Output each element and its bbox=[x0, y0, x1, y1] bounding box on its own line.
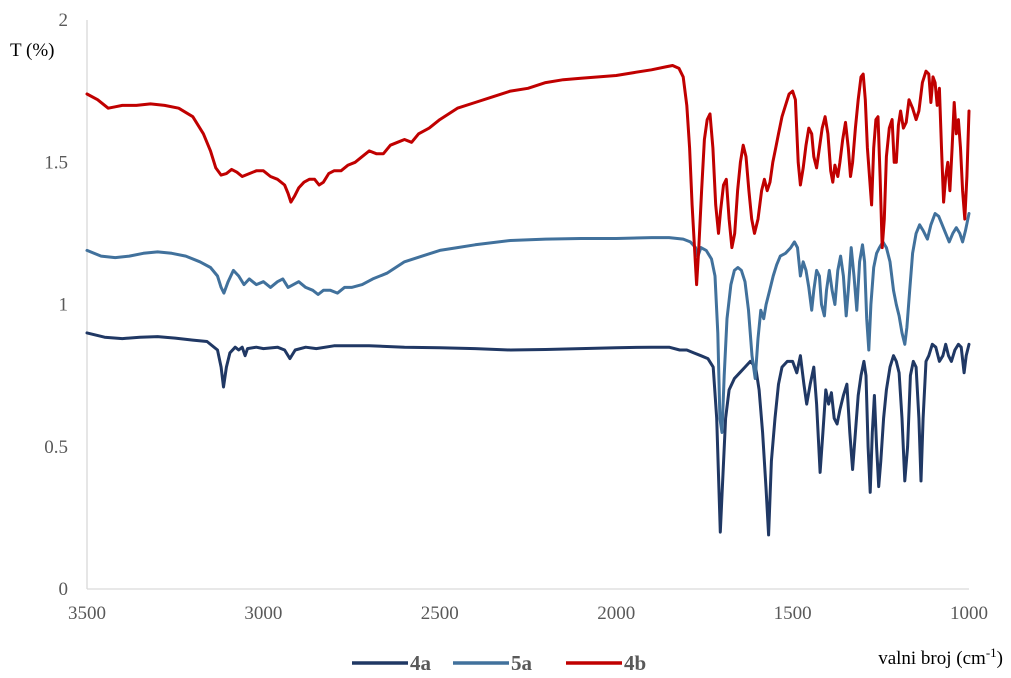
series-lines bbox=[85, 64, 971, 537]
legend-label-4b: 4b bbox=[624, 651, 646, 675]
y-tick-label: 1 bbox=[59, 295, 69, 316]
x-axis-title-close: ) bbox=[997, 648, 1003, 669]
y-tick-label: 0.5 bbox=[44, 437, 68, 458]
x-tick-labels: 3500 3000 2500 2000 1500 1000 bbox=[68, 603, 988, 624]
y-tick-label: 2 bbox=[59, 10, 69, 31]
series-line-4a bbox=[85, 331, 971, 537]
x-tick-label: 1500 bbox=[774, 603, 812, 624]
series-line-5a bbox=[85, 212, 971, 434]
legend-label-4a: 4a bbox=[410, 651, 432, 675]
y-tick-label: 0 bbox=[59, 579, 69, 600]
x-axis-title: valni broj (cm-1) bbox=[878, 645, 1003, 669]
x-tick-label: 2000 bbox=[597, 603, 635, 624]
x-axis-title-main: valni broj (cm bbox=[878, 648, 986, 669]
x-tick-label: 2500 bbox=[421, 603, 459, 624]
x-tick-label: 3500 bbox=[68, 603, 106, 624]
legend-label-5a: 5a bbox=[511, 651, 533, 675]
legend: 4a 5a 4b bbox=[352, 651, 646, 675]
x-axis-title-sup: -1 bbox=[986, 645, 997, 660]
x-tick-label: 3000 bbox=[244, 603, 282, 624]
y-axis-title: T (%) bbox=[10, 40, 55, 61]
x-tick-label: 1000 bbox=[950, 603, 988, 624]
y-tick-labels: 0 0.5 1 1.5 2 bbox=[44, 10, 68, 600]
series-line-4b bbox=[85, 64, 971, 287]
y-tick-label: 1.5 bbox=[44, 152, 68, 173]
